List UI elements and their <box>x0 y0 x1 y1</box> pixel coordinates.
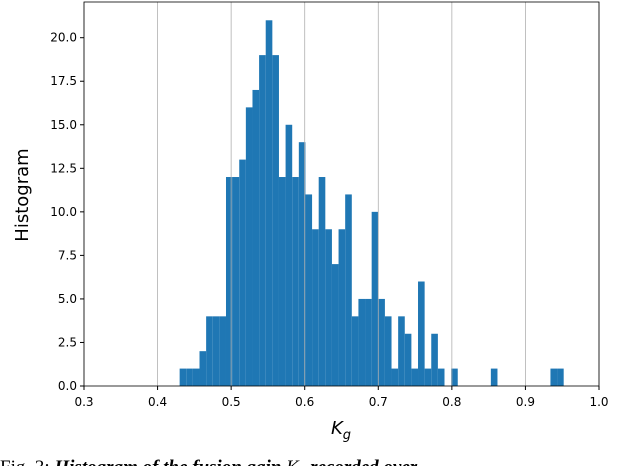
bar <box>285 124 293 386</box>
caption-symbol: K <box>285 457 300 466</box>
bar <box>206 316 213 386</box>
bar <box>232 177 240 386</box>
caption: Fig. 3: Histogram of the fusion gain Kg … <box>0 457 418 466</box>
bar <box>550 368 558 386</box>
bar <box>239 159 246 386</box>
bar <box>384 316 392 386</box>
x-tick-label: 0.4 <box>148 395 167 409</box>
y-tick-label: 10.0 <box>50 205 77 219</box>
bar <box>278 177 286 386</box>
y-tick-label: 7.5 <box>58 248 77 262</box>
bar <box>272 55 279 386</box>
bar <box>292 177 299 386</box>
bar <box>345 194 352 386</box>
bar <box>305 194 313 386</box>
bar <box>219 316 226 386</box>
x-axis-label-main: K <box>331 418 344 439</box>
y-tick-label: 12.5 <box>50 161 77 175</box>
bar <box>378 298 385 386</box>
bar <box>404 333 412 386</box>
y-tick-label: 20.0 <box>50 31 77 45</box>
bar <box>437 368 445 386</box>
x-tick-label: 0.6 <box>295 395 314 409</box>
x-tick-label: 0.9 <box>516 395 535 409</box>
bar <box>265 20 273 387</box>
bar <box>391 368 399 386</box>
x-tick-label: 0.3 <box>74 395 93 409</box>
x-axis-label: Kg <box>331 418 351 443</box>
y-tick-label: 2.5 <box>58 335 77 349</box>
x-tick-label: 0.5 <box>222 395 241 409</box>
bar <box>451 368 458 386</box>
bar <box>331 264 339 386</box>
x-tick-label: 0.7 <box>369 395 388 409</box>
bar <box>192 368 200 386</box>
bar <box>490 368 498 386</box>
bar <box>259 55 266 386</box>
bar <box>199 351 207 386</box>
x-tick-label: 1.0 <box>589 395 608 409</box>
bar <box>371 211 379 386</box>
bar <box>312 229 319 386</box>
bar <box>252 89 260 386</box>
y-tick-label: 15.0 <box>50 118 77 132</box>
bar <box>212 316 220 386</box>
bar <box>351 316 359 386</box>
bar <box>338 229 346 386</box>
bar <box>424 368 432 386</box>
bar <box>557 368 564 386</box>
plot-frame <box>83 1 600 387</box>
bar <box>186 368 193 386</box>
bar <box>318 177 326 386</box>
y-tick-label: 17.5 <box>50 74 77 88</box>
caption-prefix: Fig. 3: <box>0 457 50 466</box>
caption-emphasis: Histogram of the fusion gain <box>53 457 281 466</box>
y-tick-label: 5.0 <box>58 292 77 306</box>
bar <box>431 333 438 386</box>
bar <box>245 107 253 387</box>
bar <box>411 368 419 386</box>
bar <box>418 281 425 386</box>
bar <box>398 316 405 386</box>
y-axis-label: Histogram <box>12 148 33 241</box>
bar <box>179 368 187 386</box>
x-axis-label-sub: g <box>343 428 351 443</box>
x-tick-label: 0.8 <box>442 395 461 409</box>
bar <box>298 142 306 386</box>
bar <box>358 298 366 386</box>
bar <box>365 298 372 386</box>
bar <box>325 229 332 386</box>
caption-rest: recorded over <box>310 457 418 466</box>
y-tick-label: 0.0 <box>58 379 77 393</box>
bar <box>225 177 233 386</box>
